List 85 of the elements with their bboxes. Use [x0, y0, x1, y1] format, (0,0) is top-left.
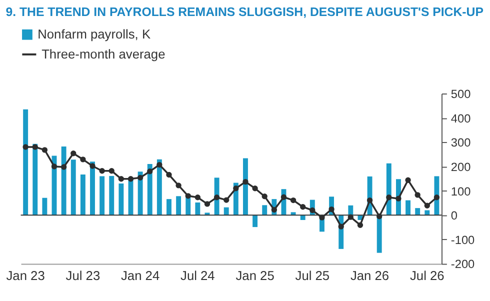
point [80, 156, 86, 162]
x-tick-label: Jul 24 [180, 268, 215, 284]
point [338, 224, 344, 230]
point [108, 168, 114, 174]
y-tick-label: -200 [450, 257, 476, 272]
bar [32, 144, 38, 216]
point [156, 162, 162, 168]
point [22, 144, 28, 150]
point [176, 182, 182, 188]
bar [90, 162, 95, 216]
x-tick-label: Jul 23 [66, 268, 100, 284]
point [366, 197, 373, 204]
bar [376, 215, 382, 253]
chart-title: 9. THE TREND IN PAYROLLS REMAINS SLUGGISH, DESPITE AUGUST'S PICK-UP [6, 4, 484, 19]
point [137, 174, 144, 181]
point [185, 193, 191, 199]
point [405, 177, 411, 183]
point [424, 202, 430, 208]
bar [118, 184, 124, 216]
bar [80, 174, 86, 216]
point [99, 168, 105, 174]
bar [224, 207, 229, 216]
point [32, 144, 38, 150]
point [319, 214, 325, 220]
bar [176, 196, 182, 216]
point [214, 194, 220, 200]
bar [166, 199, 172, 216]
point [60, 164, 67, 170]
point [147, 168, 153, 174]
y-tick-label: 500 [450, 86, 472, 101]
point [262, 194, 268, 200]
bar [406, 200, 411, 216]
point [90, 163, 96, 169]
point [300, 204, 306, 210]
x-tick-label: Jul 25 [295, 268, 330, 284]
point [242, 178, 248, 185]
point [224, 197, 230, 203]
y-tick-label: 100 [450, 184, 472, 198]
y-tick-label: 400 [450, 111, 472, 126]
point [386, 194, 392, 200]
point [194, 194, 201, 200]
point [328, 206, 334, 212]
point [166, 172, 172, 178]
bar [195, 202, 200, 216]
bar [23, 109, 28, 216]
point [376, 214, 382, 220]
y-tick-label: -100 [450, 232, 476, 247]
bar [156, 159, 162, 216]
bar [262, 205, 268, 216]
point [51, 164, 58, 170]
point [252, 186, 258, 192]
y-tick-label: 0 [450, 208, 458, 223]
point [357, 222, 364, 228]
x-tick-label: Jan 25 [236, 268, 274, 284]
point [42, 147, 48, 153]
bar [243, 158, 248, 216]
legend-label: Three-month average [42, 46, 166, 62]
y-tick-label: 200 [450, 160, 472, 174]
point [271, 206, 278, 213]
point [396, 196, 402, 202]
point [280, 194, 287, 200]
point [233, 186, 239, 192]
x-tick-label: Jan 23 [6, 268, 45, 284]
bar [61, 146, 66, 216]
point [70, 150, 76, 156]
bar [348, 205, 354, 216]
bar [100, 176, 105, 216]
bar [109, 176, 114, 216]
bar [70, 160, 76, 216]
point [434, 194, 440, 200]
x-tick-label: Jul 26 [410, 268, 444, 284]
x-tick-label: Jan 26 [350, 268, 390, 284]
point [128, 176, 134, 182]
point [204, 201, 210, 207]
x-tick-label: Jan 24 [120, 268, 160, 284]
bar [252, 215, 258, 228]
y-tick-label: 300 [450, 136, 472, 150]
legend-label: Nonfarm payrolls, K [38, 26, 151, 42]
point [414, 192, 420, 198]
point [290, 197, 296, 204]
point [310, 207, 316, 214]
bar [415, 208, 420, 216]
point [348, 214, 354, 220]
point [118, 176, 124, 182]
bar [42, 198, 48, 216]
